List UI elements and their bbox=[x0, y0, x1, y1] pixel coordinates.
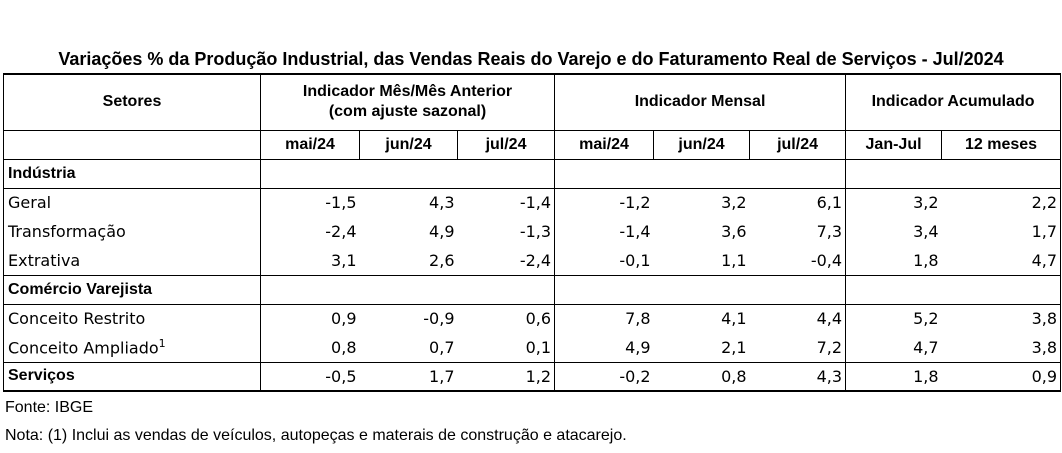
table-cell: -0,1 bbox=[554, 246, 654, 276]
footnote: Nota: (1) Inclui as vendas de veículos, … bbox=[5, 427, 627, 444]
section-label-comercio: Comércio Varejista bbox=[3, 275, 261, 305]
row-label-text: Conceito Ampliado bbox=[8, 338, 159, 358]
table-cell: 2,2 bbox=[941, 188, 1062, 217]
table-cell: 0,8 bbox=[260, 333, 360, 363]
table-cell: 6,1 bbox=[749, 188, 847, 217]
col-header: jun/24 bbox=[653, 129, 751, 160]
table-row: Conceito Restrito 0,9 -0,9 0,6 7,8 4,1 4… bbox=[3, 304, 1062, 333]
header-group-mensal: Indicador Mensal bbox=[554, 73, 847, 130]
table-cell: 3,2 bbox=[721, 193, 747, 213]
section-row-comercio: Comércio Varejista bbox=[3, 275, 1062, 305]
header-row-periods: mai/24 jun/24 jul/24 mai/24 jun/24 jul/2… bbox=[3, 129, 1062, 160]
table-cell: 4,1 bbox=[721, 309, 747, 329]
data-table: Setores Indicador Mês/Mês Anterior (com … bbox=[3, 73, 1062, 392]
header-setores: Setores bbox=[3, 73, 261, 131]
table-cell: 3,1 bbox=[260, 246, 360, 276]
table-cell: 5,2 bbox=[913, 309, 939, 329]
section-row-industria: Indústria bbox=[3, 159, 1062, 189]
table-cell: 2,6 bbox=[359, 246, 458, 276]
row-label: Geral bbox=[3, 188, 261, 217]
table-cell: -0,2 bbox=[554, 362, 654, 392]
col-header: jun/24 bbox=[359, 129, 458, 160]
table-cell: 2,1 bbox=[653, 333, 750, 363]
row-label: Conceito Ampliado1 bbox=[3, 333, 261, 363]
table-cell: 4,4 bbox=[749, 304, 847, 333]
table-cell: 1,8 bbox=[845, 246, 942, 276]
footnote-marker: 1 bbox=[158, 337, 166, 351]
table-cell: -2,4 bbox=[325, 222, 357, 241]
col-header: jul/24 bbox=[457, 129, 556, 160]
table-cell: 0,9 bbox=[331, 309, 357, 329]
table-cell: 0,8 bbox=[653, 362, 750, 392]
table-cell: -1,4 bbox=[457, 188, 556, 217]
col-header: 12 meses bbox=[941, 129, 1062, 160]
table-cell: -0,9 bbox=[423, 309, 455, 329]
table-cell: -1,2 bbox=[619, 193, 651, 213]
col-header: mai/24 bbox=[260, 129, 360, 160]
header-group-acumulado: Indicador Acumulado bbox=[845, 73, 1062, 130]
table-cell: 4,3 bbox=[749, 362, 847, 392]
table-cell: 3,6 bbox=[721, 222, 747, 241]
col-header: jul/24 bbox=[749, 129, 847, 160]
table-cell: 1,2 bbox=[457, 362, 556, 392]
table-cell: 4,9 bbox=[554, 333, 654, 363]
table-cell: -2,4 bbox=[457, 246, 556, 276]
table-cell: -1,5 bbox=[325, 193, 357, 213]
table-cell: 0,7 bbox=[359, 333, 458, 363]
source-note: Fonte: IBGE bbox=[5, 399, 94, 416]
row-label: Transformação bbox=[3, 217, 261, 246]
table-cell: 3,8 bbox=[941, 333, 1062, 363]
table-cell: 1,7 bbox=[359, 362, 458, 392]
section-label-industria: Indústria bbox=[3, 159, 261, 189]
header-group-mes-mes-line2: (com ajuste sazonal) bbox=[328, 103, 487, 121]
table-cell: -1,4 bbox=[619, 222, 651, 241]
table-cell: 4,9 bbox=[429, 222, 455, 241]
table-row: Conceito Ampliado1 0,8 0,7 0,1 4,9 2,1 7… bbox=[3, 333, 1062, 363]
table-cell: 0,6 bbox=[457, 304, 556, 333]
table-cell: 3,8 bbox=[941, 304, 1062, 333]
table-row: Geral -1,5 4,3 -1,4 -1,2 3,2 6,1 3,2 2,2 bbox=[3, 188, 1062, 217]
header-group-mes-mes-line1: Indicador Mês/Mês Anterior bbox=[302, 83, 513, 101]
table-cell: 1,1 bbox=[653, 246, 750, 276]
table-cell: -1,3 bbox=[457, 217, 556, 246]
table-cell: 7,2 bbox=[749, 333, 847, 363]
col-header: Jan-Jul bbox=[845, 129, 943, 160]
table-cell: -0,4 bbox=[749, 246, 847, 276]
table-cell: 7,3 bbox=[749, 217, 847, 246]
table-cell: 4,7 bbox=[845, 333, 942, 363]
table-row: Extrativa 3,1 2,6 -2,4 -0,1 1,1 -0,4 1,8… bbox=[3, 246, 1062, 276]
table-cell: 4,7 bbox=[941, 246, 1062, 276]
table-cell: 1,8 bbox=[845, 362, 942, 392]
table-cell: 0,1 bbox=[457, 333, 556, 363]
col-header: mai/24 bbox=[554, 129, 655, 160]
table-cell: 1,7 bbox=[941, 217, 1062, 246]
table-row-servicos: Serviços -0,5 1,7 1,2 -0,2 0,8 4,3 1,8 0… bbox=[3, 362, 1062, 392]
table-cell: 3,4 bbox=[913, 222, 939, 241]
table-title: Variações % da Produção Industrial, das … bbox=[58, 49, 1004, 69]
header-group-mes-mes: Indicador Mês/Mês Anterior (com ajuste s… bbox=[260, 73, 556, 130]
table-cell: 0,9 bbox=[941, 362, 1062, 392]
table-cell: -0,5 bbox=[260, 362, 360, 392]
table-cell: 7,8 bbox=[625, 309, 651, 329]
table-cell: 3,2 bbox=[913, 193, 939, 213]
row-label: Conceito Restrito bbox=[3, 304, 261, 333]
section-label-servicos: Serviços bbox=[3, 362, 261, 392]
table-row: Transformação -2,4 4,9 -1,3 -1,4 3,6 7,3… bbox=[3, 217, 1062, 246]
table-cell: 4,3 bbox=[429, 193, 455, 213]
row-label: Extrativa bbox=[3, 246, 261, 276]
